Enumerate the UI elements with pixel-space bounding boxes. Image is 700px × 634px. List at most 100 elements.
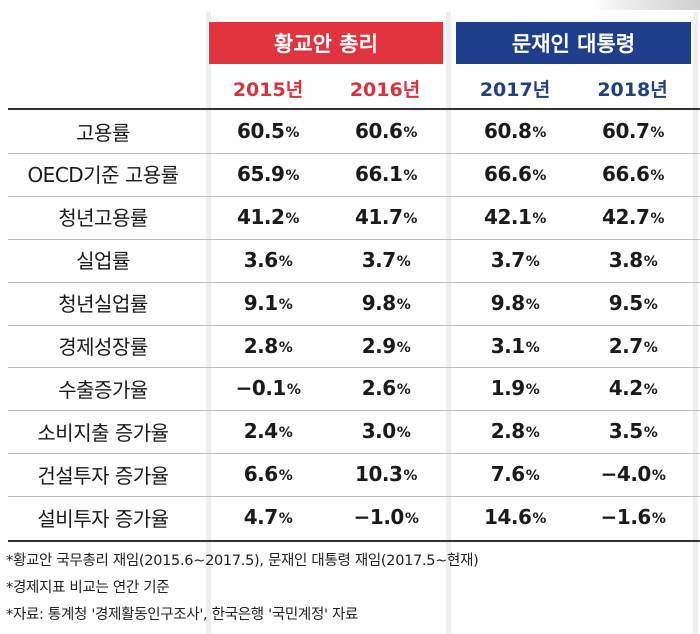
value-number: 10.3	[355, 462, 403, 487]
value-cell: 9.5%	[574, 282, 692, 324]
percent-unit: %	[525, 296, 540, 313]
percent-unit: %	[643, 425, 658, 442]
year-header-2015: 2015년	[232, 78, 304, 101]
percent-unit: %	[532, 125, 546, 141]
percent-unit: %	[285, 210, 299, 227]
percent-unit: %	[525, 339, 540, 356]
value-number: −1.0	[353, 505, 405, 530]
footnote-basis: *경제지표 비교는 연간 기준	[6, 580, 170, 596]
year-header-2017: 2017년	[479, 78, 551, 101]
percent-unit: %	[278, 339, 293, 356]
percent-unit: %	[285, 167, 299, 184]
value-cell: 9.8%	[327, 282, 445, 324]
header-divider	[8, 108, 700, 110]
value-cell: 4.2%	[574, 367, 692, 409]
value-number: 41.2	[237, 204, 285, 229]
value-cell: 4.7%	[209, 496, 327, 538]
value-cell: −1.0%	[327, 496, 445, 538]
value-cell: 3.0%	[327, 410, 445, 452]
value-cell: 1.9%	[456, 367, 574, 409]
percent-unit: %	[278, 296, 293, 313]
value-number: 2.4	[243, 419, 278, 444]
value-cell: 60.6%	[327, 110, 445, 152]
value-number: 60.8	[484, 119, 532, 143]
value-number: 9.8	[490, 290, 525, 315]
group-header-moon: 문재인 대통령	[456, 22, 691, 64]
percent-unit: %	[532, 167, 546, 184]
percent-unit: %	[651, 511, 666, 528]
value-number: 42.7	[602, 204, 650, 229]
row-divider	[8, 195, 700, 197]
percent-unit: %	[403, 468, 417, 485]
value-cell: −4.0%	[574, 453, 692, 495]
row-label: OECD기준 고용률	[27, 163, 179, 188]
value-cell: 60.7%	[574, 110, 692, 152]
value-number: 4.2	[608, 376, 643, 401]
percent-unit: %	[403, 210, 417, 227]
value-number: 60.6	[355, 119, 403, 143]
value-cell: 14.6%	[456, 496, 574, 538]
column-separator	[446, 12, 451, 634]
value-number: 1.9	[490, 376, 525, 401]
value-cell: 66.6%	[574, 153, 692, 195]
row-label: 고용률	[76, 120, 130, 145]
percent-unit: %	[285, 125, 299, 141]
value-cell: 3.7%	[456, 239, 574, 281]
table-bottom-line	[8, 540, 700, 542]
row-divider	[8, 367, 700, 369]
percent-unit: %	[403, 167, 417, 184]
column-separator	[693, 12, 698, 634]
percent-unit: %	[650, 167, 664, 184]
percent-unit: %	[404, 511, 419, 528]
row-label: 청년실업률	[58, 292, 148, 317]
value-number: 6.6	[243, 462, 278, 487]
value-cell: 66.1%	[327, 153, 445, 195]
decorative-corner	[590, 0, 700, 10]
year-header-2016: 2016년	[349, 78, 421, 101]
column-separator	[206, 12, 211, 634]
percent-unit: %	[278, 511, 293, 528]
value-number: −4.0	[600, 462, 652, 487]
percent-unit: %	[525, 382, 540, 399]
value-cell: 3.6%	[209, 239, 327, 281]
value-number: 3.6	[243, 247, 278, 272]
value-cell: 3.7%	[327, 239, 445, 281]
percent-unit: %	[396, 425, 411, 442]
row-label: 건설투자 증가율	[37, 463, 169, 488]
percent-unit: %	[396, 253, 411, 270]
percent-unit: %	[525, 425, 540, 442]
percent-unit: %	[525, 468, 540, 485]
value-cell: 7.6%	[456, 453, 574, 495]
percent-unit: %	[650, 210, 664, 227]
percent-unit: %	[396, 296, 411, 313]
value-cell: 3.5%	[574, 410, 692, 452]
value-number: 3.5	[608, 419, 643, 444]
value-number: 60.7	[602, 119, 650, 143]
percent-unit: %	[278, 468, 293, 485]
value-cell: 2.8%	[456, 410, 574, 452]
value-cell: 41.7%	[327, 196, 445, 238]
value-number: 4.7	[243, 505, 278, 530]
value-number: 2.7	[608, 333, 643, 358]
value-number: 42.1	[484, 204, 532, 229]
row-divider	[8, 410, 700, 412]
percent-unit: %	[532, 511, 546, 528]
value-cell: 2.6%	[327, 367, 445, 409]
percent-unit: %	[286, 382, 301, 399]
percent-unit: %	[643, 253, 658, 270]
value-number: 2.8	[243, 333, 278, 358]
value-number: 3.8	[608, 247, 643, 272]
percent-unit: %	[643, 339, 658, 356]
value-cell: 2.7%	[574, 325, 692, 367]
row-label: 청년고용률	[58, 206, 148, 231]
percent-unit: %	[278, 253, 293, 270]
value-number: 66.6	[484, 161, 532, 186]
value-cell: 60.5%	[209, 110, 327, 152]
value-number: 7.6	[490, 462, 525, 487]
row-divider	[8, 453, 700, 455]
value-cell: 6.6%	[209, 453, 327, 495]
row-label: 경제성장률	[58, 335, 148, 359]
value-number: 3.0	[361, 419, 396, 444]
value-cell: 66.6%	[456, 153, 574, 195]
row-divider	[8, 496, 700, 498]
